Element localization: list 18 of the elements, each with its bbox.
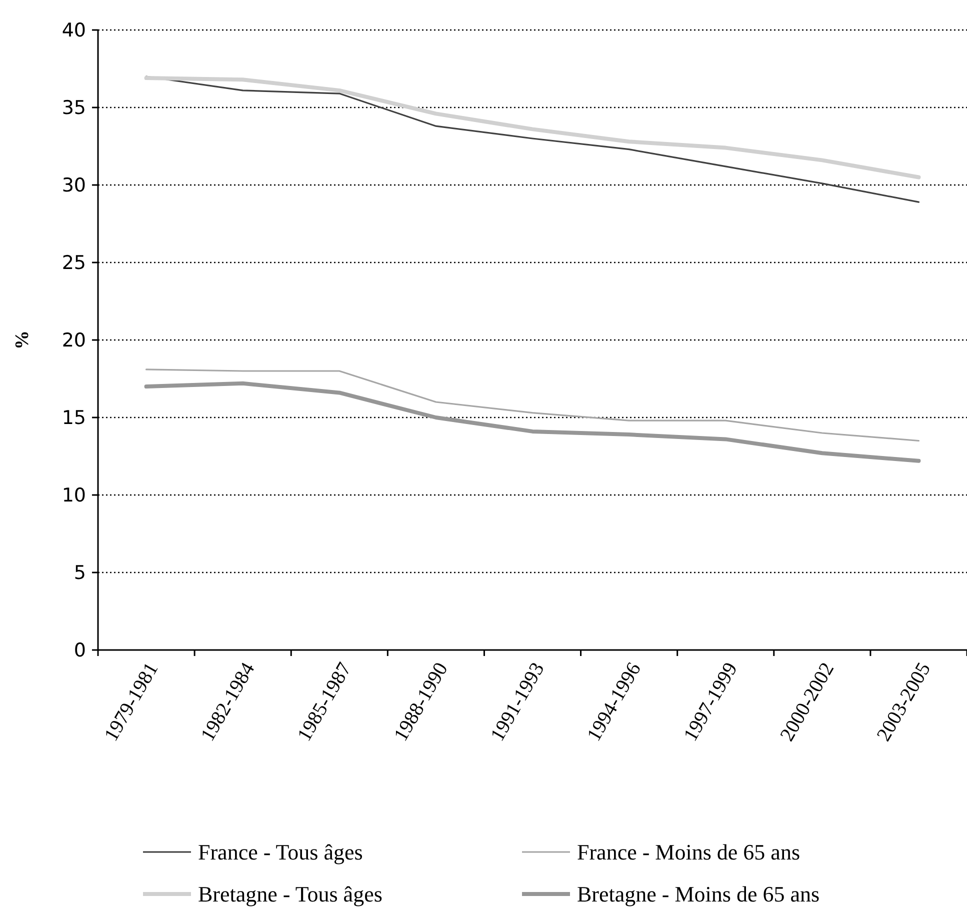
y-tick-label: 40 [62,20,86,42]
line-series [145,76,920,203]
y-tick-label: 30 [62,174,86,197]
y-tick-label: 25 [62,252,86,274]
y-axis-title: % [12,330,33,350]
legend-label: France - Tous âges [198,840,363,865]
legend-label: Bretagne - Moins de 65 ans [577,882,820,907]
y-tick-label: 15 [62,407,86,430]
y-tick-label: 0 [74,640,86,662]
y-tick-label: 35 [62,97,86,120]
line-series [144,76,921,180]
line-series [145,368,920,442]
legend-label: Bretagne - Tous âges [198,882,382,907]
y-tick-label: 10 [62,484,86,507]
legend-label: France - Moins de 65 ans [577,840,800,865]
y-tick-label: 5 [74,562,86,584]
y-tick-label: 20 [62,330,86,352]
line-series [144,381,921,463]
